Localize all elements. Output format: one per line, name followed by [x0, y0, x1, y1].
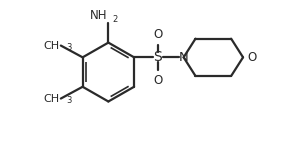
Text: O: O	[247, 51, 256, 64]
Text: O: O	[153, 74, 162, 87]
Text: CH: CH	[44, 40, 60, 51]
Text: NH: NH	[90, 9, 107, 22]
Text: S: S	[153, 50, 162, 64]
Text: CH: CH	[44, 94, 60, 103]
Text: N: N	[179, 51, 189, 64]
Text: 2: 2	[113, 15, 118, 24]
Text: O: O	[153, 28, 162, 41]
Text: 3: 3	[66, 43, 72, 52]
Text: 3: 3	[66, 96, 72, 105]
